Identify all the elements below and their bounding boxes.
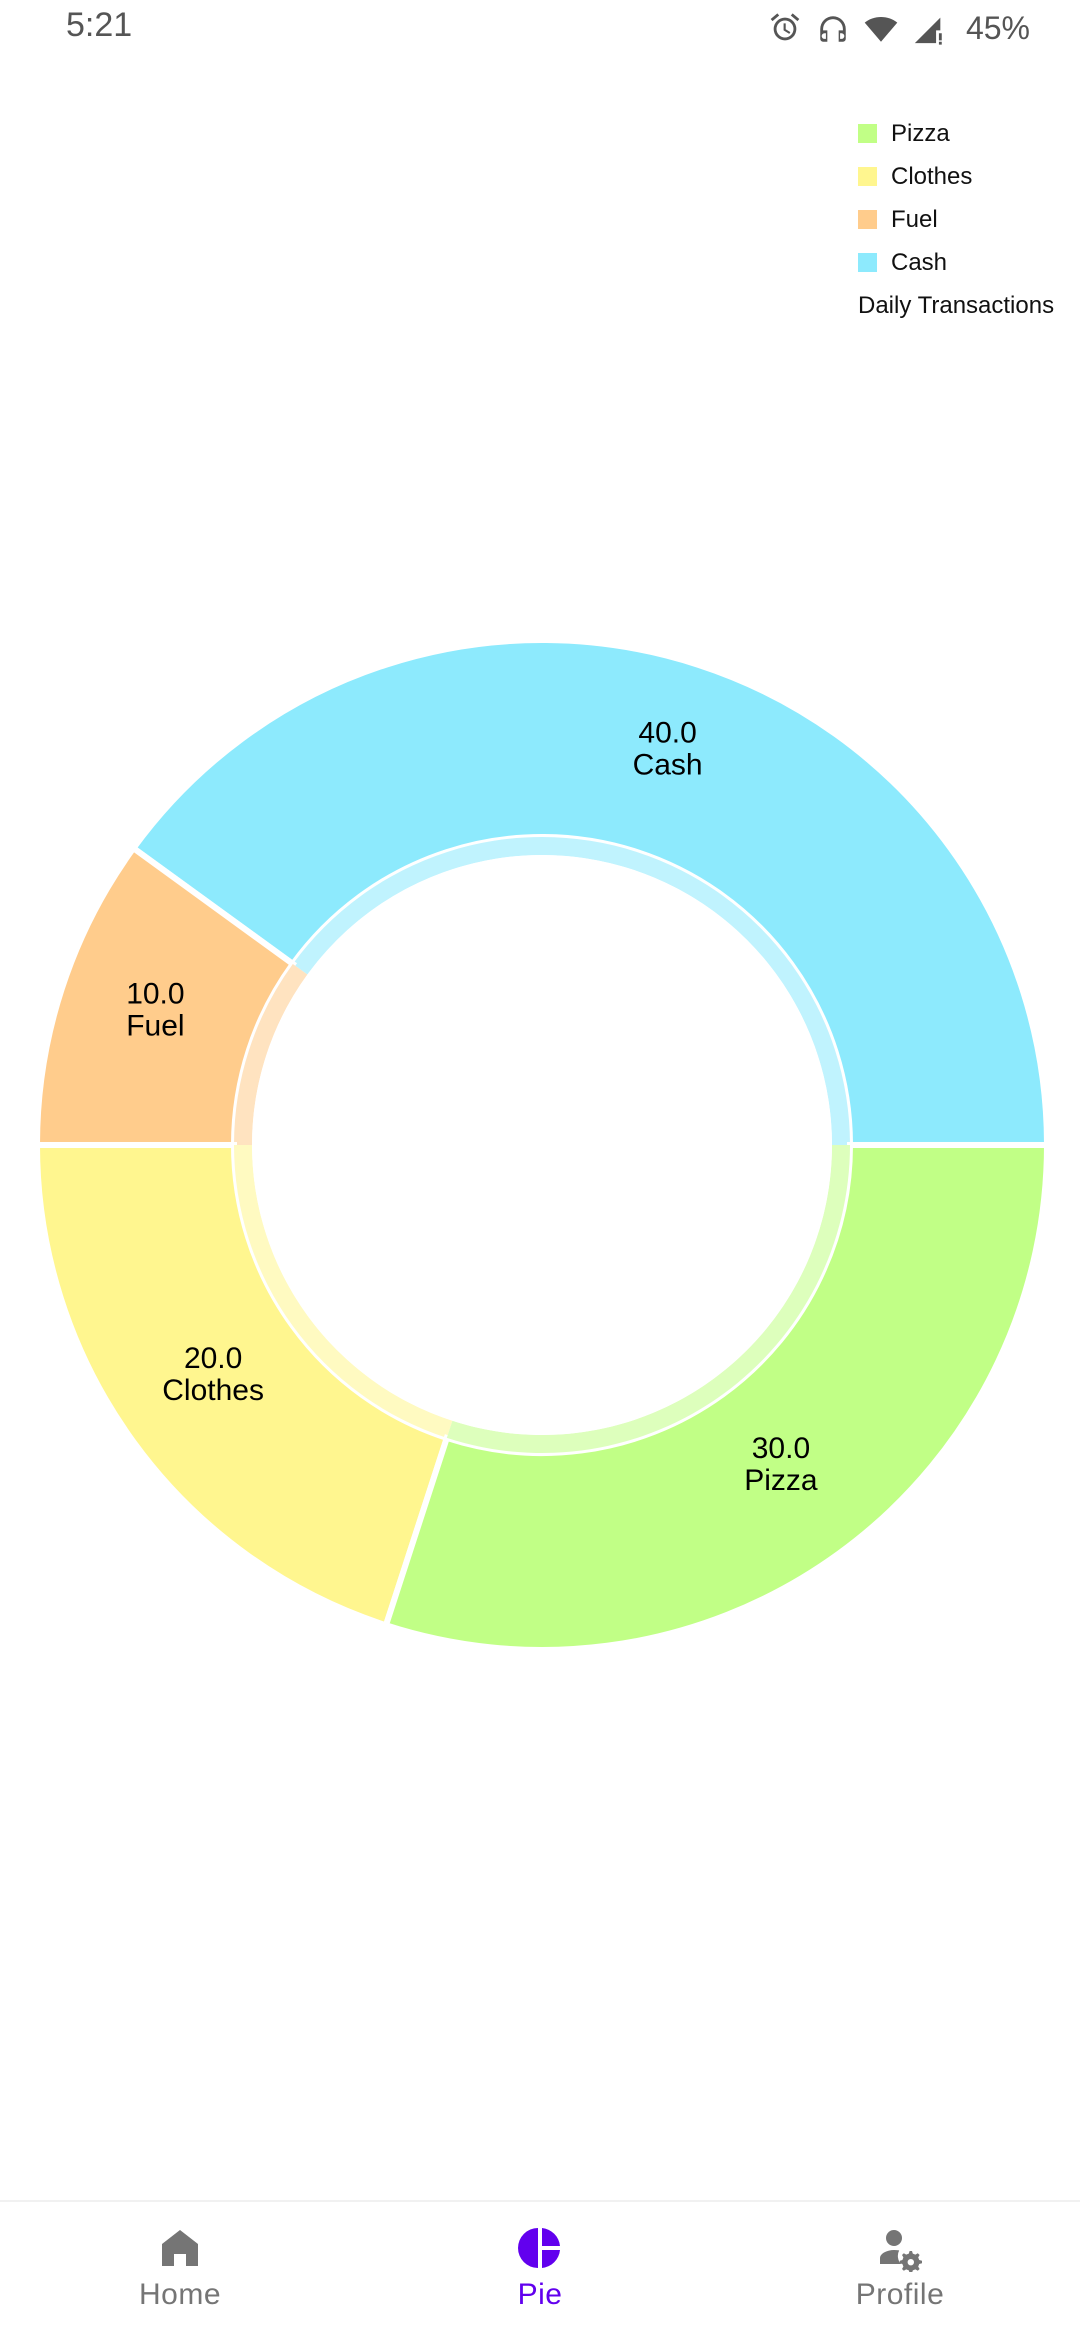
pie-chart-icon [516, 2224, 564, 2272]
donut-hole [252, 855, 832, 1435]
nav-item-profile[interactable]: Profile [720, 2202, 1080, 2340]
legend-swatch-fuel [858, 210, 877, 229]
legend-item-fuel: Fuel [858, 198, 1054, 241]
slice-label-fuel: 10.0 Fuel [126, 977, 184, 1042]
profile-settings-icon [876, 2224, 924, 2272]
slice-label-pizza: 30.0 Pizza [744, 1432, 818, 1497]
nav-item-home[interactable]: Home [0, 2202, 360, 2340]
slice-value-pizza: 30.0 [752, 1432, 810, 1465]
headphones-icon [816, 12, 850, 46]
wifi-icon [864, 12, 898, 46]
alarm-icon [768, 12, 802, 46]
legend-label: Fuel [891, 205, 938, 233]
slice-ring-clothes [234, 1145, 453, 1438]
legend-swatch-clothes [858, 167, 877, 186]
legend-item-clothes: Clothes [858, 155, 1054, 198]
bottom-navigation: Home Pie Profile [0, 2200, 1080, 2340]
nav-item-pie[interactable]: Pie [360, 2202, 720, 2340]
slice-name-pizza: Pizza [744, 1464, 818, 1497]
slice-label-cash: 40.0 Cash [633, 716, 703, 781]
nav-label-pie: Pie [517, 2278, 563, 2311]
home-icon [156, 2224, 204, 2272]
slice-value-fuel: 10.0 [126, 977, 184, 1010]
slice-name-fuel: Fuel [126, 1009, 184, 1042]
status-time: 5:21 [66, 6, 133, 44]
slice-value-cash: 40.0 [638, 716, 696, 749]
legend-label: Clothes [891, 162, 973, 190]
slice-name-clothes: Clothes [162, 1374, 264, 1407]
cell-signal-icon [912, 12, 946, 46]
legend-label: Pizza [891, 119, 950, 147]
battery-percent: 45% [965, 10, 1030, 46]
status-icons: 45% [768, 10, 1030, 47]
status-bar: 5:21 45% [0, 0, 1080, 60]
legend-item-pizza: Pizza [858, 112, 1054, 155]
slice-name-cash: Cash [633, 748, 703, 781]
chart-description: Daily Transactions [858, 292, 1055, 319]
legend-label: Cash [891, 248, 948, 276]
legend-item-cash: Cash [858, 241, 1054, 284]
nav-label-profile: Profile [855, 2278, 945, 2311]
slice-ring-fuel [234, 963, 308, 1145]
slice-value-clothes: 20.0 [184, 1342, 242, 1375]
slice-label-clothes: 20.0 Clothes [162, 1342, 264, 1407]
legend-swatch-pizza [858, 124, 877, 143]
nav-label-home: Home [138, 2278, 222, 2311]
chart-legend: Pizza Clothes Fuel Cash Daily Transactio… [858, 112, 1054, 327]
legend-swatch-cash [858, 253, 877, 272]
